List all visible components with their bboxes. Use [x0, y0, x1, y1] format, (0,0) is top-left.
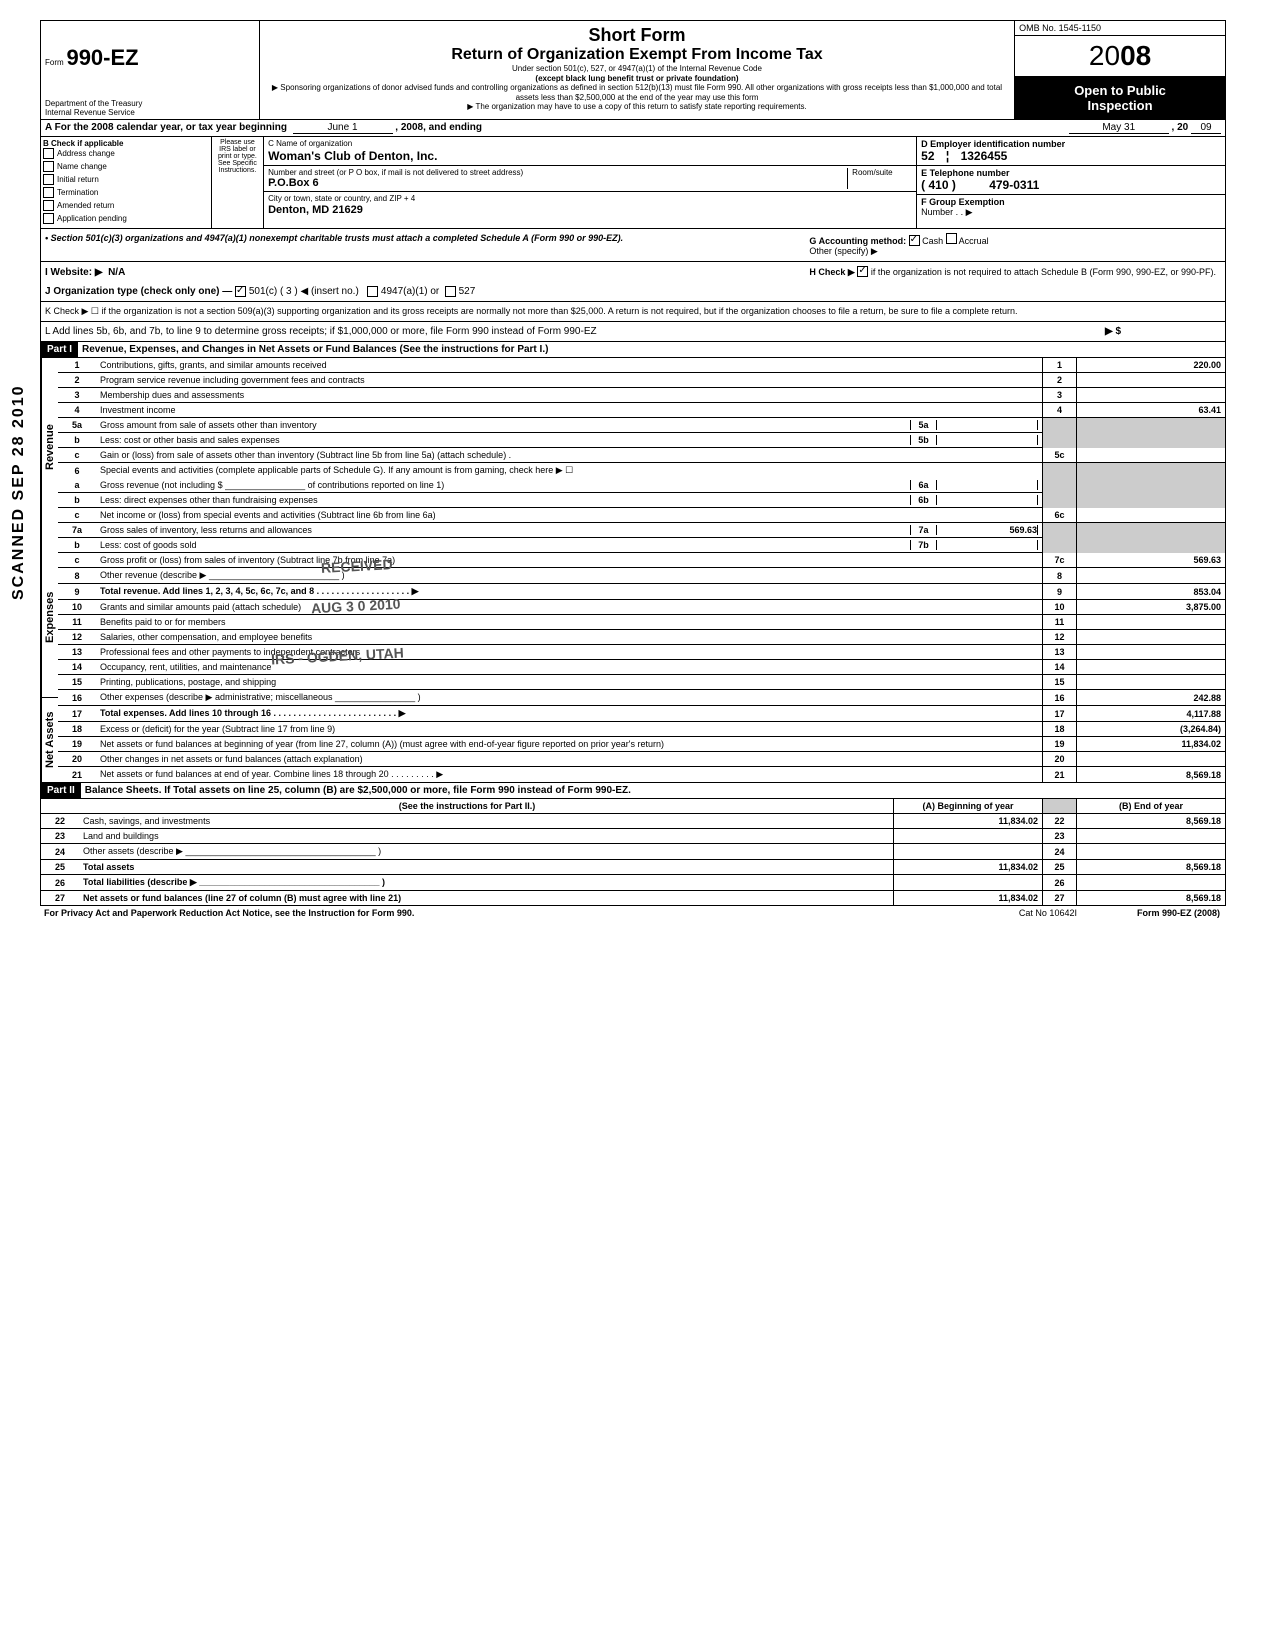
amt-1: 220.00: [1077, 358, 1226, 373]
amt-15: [1077, 675, 1226, 690]
section-def: D Employer identification number 52 ¦ 13…: [916, 137, 1225, 228]
expenses-label: Expenses: [41, 537, 58, 698]
amt-16: 242.88: [1077, 690, 1226, 706]
p2-26b: [1077, 875, 1226, 891]
org-city: Denton, MD 21629: [268, 204, 912, 216]
col-a-header: (A) Beginning of year: [894, 799, 1043, 814]
amt-3: [1077, 388, 1226, 403]
p2-25b: 8,569.18: [1077, 860, 1226, 875]
check-app-pending[interactable]: [43, 213, 54, 224]
irs-label: Internal Revenue Service: [45, 108, 142, 117]
revenue-label: Revenue: [41, 358, 58, 537]
check-cash[interactable]: [909, 235, 920, 246]
form-number: 990-EZ: [66, 45, 138, 70]
amt-19: 11,834.02: [1077, 737, 1226, 752]
section-c: C Name of organization Woman's Club of D…: [264, 137, 916, 228]
ein-suffix: 1326455: [961, 149, 1008, 163]
scanned-stamp: SCANNED SEP 28 2010: [10, 384, 28, 600]
irs-label-instructions: Please use IRS label or print or type. S…: [212, 137, 264, 228]
header-center: Short Form Return of Organization Exempt…: [260, 21, 1015, 119]
form-label: Form: [45, 58, 64, 67]
amt-10: 3,875.00: [1077, 600, 1226, 615]
website-value: N/A: [108, 267, 125, 278]
tax-year: 20200808: [1015, 36, 1225, 77]
part2-table: (See the instructions for Part II.) (A) …: [41, 799, 1225, 905]
amt-20: [1077, 752, 1226, 767]
open-public: Open to Public Inspection: [1015, 77, 1225, 119]
part1-header: Part I Revenue, Expenses, and Changes in…: [41, 342, 1225, 358]
short-form-title: Short Form: [264, 25, 1010, 46]
org-street: P.O.Box 6: [268, 177, 847, 189]
section-b: B Check if applicable Address change Nam…: [41, 137, 212, 228]
p2-23a: [894, 829, 1043, 844]
check-527[interactable]: [445, 286, 456, 297]
row-a-tax-year: A For the 2008 calendar year, or tax yea…: [41, 120, 1225, 137]
identity-block: B Check if applicable Address change Nam…: [41, 137, 1225, 229]
subtitle4: ▶ The organization may have to use a cop…: [264, 102, 1010, 112]
header-left: Form 990-EZ Department of the Treasury I…: [41, 21, 260, 119]
check-name-change[interactable]: [43, 161, 54, 172]
form-990ez: Form 990-EZ Department of the Treasury I…: [40, 20, 1226, 906]
schedule-a-note: • Section 501(c)(3) organizations and 49…: [41, 229, 1225, 262]
amt-5c: [1077, 448, 1226, 463]
amt-9: 853.04: [1077, 584, 1226, 600]
check-address-change[interactable]: [43, 148, 54, 159]
amt-13: [1077, 645, 1226, 660]
subtitle1: Under section 501(c), 527, or 4947(a)(1)…: [264, 64, 1010, 74]
check-schedule-b[interactable]: [857, 266, 868, 277]
form-header: Form 990-EZ Department of the Treasury I…: [41, 21, 1225, 120]
p2-24b: [1077, 844, 1226, 860]
amt-17: 4,117.88: [1077, 706, 1226, 722]
amt-11: [1077, 615, 1226, 630]
p2-27b: 8,569.18: [1077, 891, 1226, 906]
year-end: May 31: [1069, 122, 1169, 134]
subtitle2: (except black lung benefit trust or priv…: [264, 74, 1010, 84]
part1-table: 1Contributions, gifts, grants, and simil…: [58, 358, 1225, 783]
phone-number: 479-0311: [989, 178, 1039, 192]
amt-18: (3,264.84): [1077, 722, 1226, 737]
dept-treasury: Department of the Treasury: [45, 99, 142, 108]
ein-prefix: 52: [921, 149, 934, 163]
year-yy: 09: [1191, 122, 1221, 134]
amt-14: [1077, 660, 1226, 675]
omb-number: OMB No. 1545-1150: [1015, 21, 1225, 36]
row-k: K Check ▶ ☐ if the organization is not a…: [41, 302, 1225, 322]
check-accrual[interactable]: [946, 233, 957, 244]
phone-area: ( 410 ): [921, 178, 956, 192]
netassets-label: Net Assets: [41, 698, 58, 783]
check-501c[interactable]: [235, 286, 246, 297]
col-b-header: (B) End of year: [1077, 799, 1226, 814]
p2-24a: [894, 844, 1043, 860]
header-right: OMB No. 1545-1150 20200808 Open to Publi…: [1015, 21, 1225, 119]
amt-2: [1077, 373, 1226, 388]
row-j-org-type: J Organization type (check only one) — 5…: [41, 282, 1225, 302]
room-suite-label: Room/suite: [847, 168, 912, 190]
amt-8: [1077, 568, 1226, 584]
part1-body: Revenue Expenses Net Assets 1Contributio…: [41, 358, 1225, 783]
amt-21: 8,569.18: [1077, 767, 1226, 783]
year-begin: June 1: [293, 122, 393, 134]
p2-25a: 11,834.02: [894, 860, 1043, 875]
p2-22b: 8,569.18: [1077, 814, 1226, 829]
row-l: L Add lines 5b, 6b, and 7b, to line 9 to…: [41, 322, 1225, 342]
p2-23b: [1077, 829, 1226, 844]
org-name: Woman's Club of Denton, Inc.: [268, 149, 912, 163]
row-i-website: I Website: ▶ N/A H Check ▶ if the organi…: [41, 262, 1225, 282]
p2-22a: 11,834.02: [894, 814, 1043, 829]
check-initial-return[interactable]: [43, 174, 54, 185]
amt-7c: 569.63: [1077, 553, 1226, 568]
page-footer: For Privacy Act and Paperwork Reduction …: [40, 906, 1224, 920]
amt-4: 63.41: [1077, 403, 1226, 418]
check-4947[interactable]: [367, 286, 378, 297]
amt-6c: [1077, 508, 1226, 523]
subtitle3: ▶ Sponsoring organizations of donor advi…: [264, 83, 1010, 102]
p2-27a: 11,834.02: [894, 891, 1043, 906]
part2-header: Part II Balance Sheets. If Total assets …: [41, 783, 1225, 799]
check-termination[interactable]: [43, 187, 54, 198]
p2-26a: [894, 875, 1043, 891]
return-title: Return of Organization Exempt From Incom…: [264, 46, 1010, 64]
check-amended[interactable]: [43, 200, 54, 211]
amt-7a: 569.63: [937, 525, 1038, 535]
amt-12: [1077, 630, 1226, 645]
